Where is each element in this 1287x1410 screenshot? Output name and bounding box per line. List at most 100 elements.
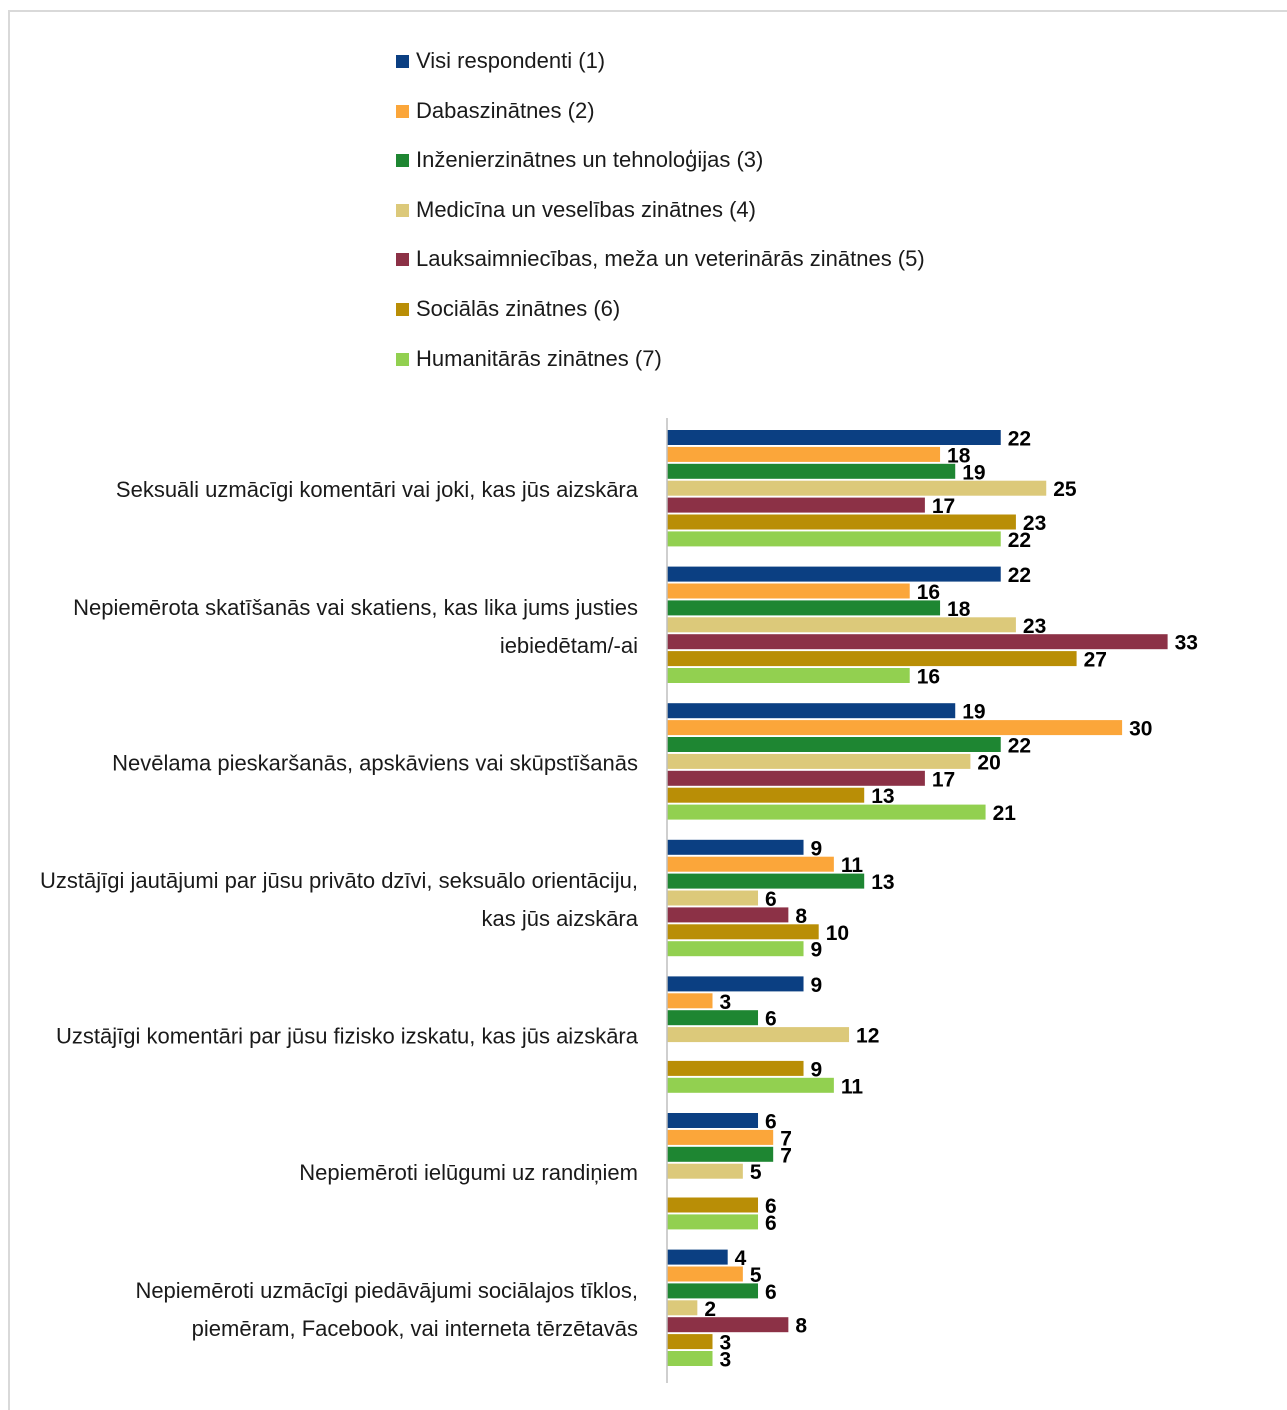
bar [667,890,759,906]
bar [667,600,941,616]
bar [667,651,1077,667]
value-label: 21 [993,802,1017,825]
bar [667,1113,759,1128]
value-label: 6 [765,1111,777,1134]
bar [667,668,910,683]
legend: Visi respondenti (1) Dabaszinātnes (2) I… [396,44,925,391]
legend-item-series-1: Visi respondenti (1) [396,44,925,94]
bar [667,770,925,786]
value-label: 11 [841,1075,864,1098]
legend-item-series-7: Humanitārās zinātnes (7) [396,342,925,392]
legend-swatch-series-1 [396,55,409,68]
value-label: 9 [811,1058,823,1081]
value-label: 22 [1008,529,1031,552]
value-label: 19 [962,701,985,724]
value-label: 23 [1023,615,1046,638]
value-label: 8 [795,905,807,928]
value-label: 6 [765,888,777,911]
bar [667,1010,759,1026]
value-label: 11 [841,854,864,877]
bar [667,976,804,992]
category-label: Nepiemērota skatīšanās vai skatiens, kas… [73,595,638,620]
bar [667,1283,759,1299]
category-label: Nevēlama pieskaršanās, apskāviens vai sk… [112,750,638,775]
value-label: 6 [765,1212,777,1235]
value-label: 17 [932,495,955,518]
category-label: iebiedētam/-ai [500,633,638,658]
bar [667,907,789,923]
bar [667,1197,759,1213]
value-label: 20 [977,751,1000,774]
bar [667,497,925,513]
value-label: 25 [1053,478,1077,501]
bar [667,566,1001,582]
value-label: 22 [1008,735,1031,758]
category-label: piemēram, Facebook, vai interneta tērzēt… [192,1316,638,1341]
category-label: Uzstājīgi jautājumi par jūsu privāto dzī… [40,868,638,893]
bar [667,583,910,599]
value-label: 3 [720,1332,732,1355]
legend-item-series-3: Inženierzinātnes un tehnoloģijas (3) [396,143,925,193]
bar [667,737,1001,752]
bar [667,1351,713,1366]
value-label: 22 [1008,564,1031,587]
value-label: 12 [856,1025,879,1048]
legend-label-series-5: Lauksaimniecības, meža un veterinārās zi… [416,246,925,272]
bar [667,993,713,1009]
value-label: 33 [1175,632,1198,655]
chart-frame [8,10,1287,1410]
bar [667,1317,789,1333]
bar [667,703,956,719]
value-label: 2 [704,1298,716,1321]
value-label: 3 [720,1349,732,1372]
bar [667,446,941,462]
value-label-group: 2218192517232222161823332716193022201713… [704,428,1198,1372]
value-label: 4 [735,1247,747,1270]
value-label: 9 [811,939,823,962]
value-label: 17 [932,768,955,791]
category-label: Seksuāli uzmācīgi komentāri vai joki, ka… [116,477,639,502]
bar [667,1146,774,1162]
bar [667,839,804,855]
bar [667,873,865,889]
value-label: 27 [1084,649,1107,672]
value-label: 13 [871,871,894,894]
legend-swatch-series-7 [396,352,409,366]
value-label: 30 [1129,718,1152,741]
category-label: Nepiemēroti ielūgumi uz randiņiem [299,1160,638,1185]
bar [667,463,956,479]
legend-swatch-series-5 [396,253,409,267]
bar [667,856,834,872]
legend-label-series-7: Humanitārās zinātnes (7) [416,345,662,371]
bar [667,514,1016,530]
bar [667,1334,713,1350]
value-label: 7 [780,1144,792,1167]
legend-item-series-6: Sociālās zinātnes (6) [396,292,925,342]
category-label: Nepiemēroti uzmācīgi piedāvājumi sociāla… [135,1278,638,1303]
bar [667,1027,850,1043]
value-label: 5 [750,1161,762,1184]
bar [667,1266,743,1282]
legend-swatch-series-3 [396,154,409,168]
bar [667,941,804,957]
value-label: 18 [947,598,971,621]
bar [667,1249,728,1265]
value-label: 16 [917,666,940,689]
legend-item-series-5: Lauksaimniecības, meža un veterinārās zi… [396,242,925,292]
legend-label-series-6: Sociālās zinātnes (6) [416,295,621,321]
value-label: 16 [917,581,940,604]
value-label: 10 [826,922,849,945]
bar [667,804,986,820]
bar [667,753,971,769]
value-label: 5 [750,1264,762,1287]
bar-group [667,430,1168,1366]
legend-swatch-series-6 [396,302,409,316]
value-label: 6 [765,1008,777,1031]
bar [667,720,1123,736]
bar [667,924,819,940]
value-label: 22 [1008,428,1031,451]
value-label: 13 [871,785,894,808]
value-label: 7 [780,1127,792,1150]
category-label-group: Seksuāli uzmācīgi komentāri vai joki, ka… [40,477,639,1341]
